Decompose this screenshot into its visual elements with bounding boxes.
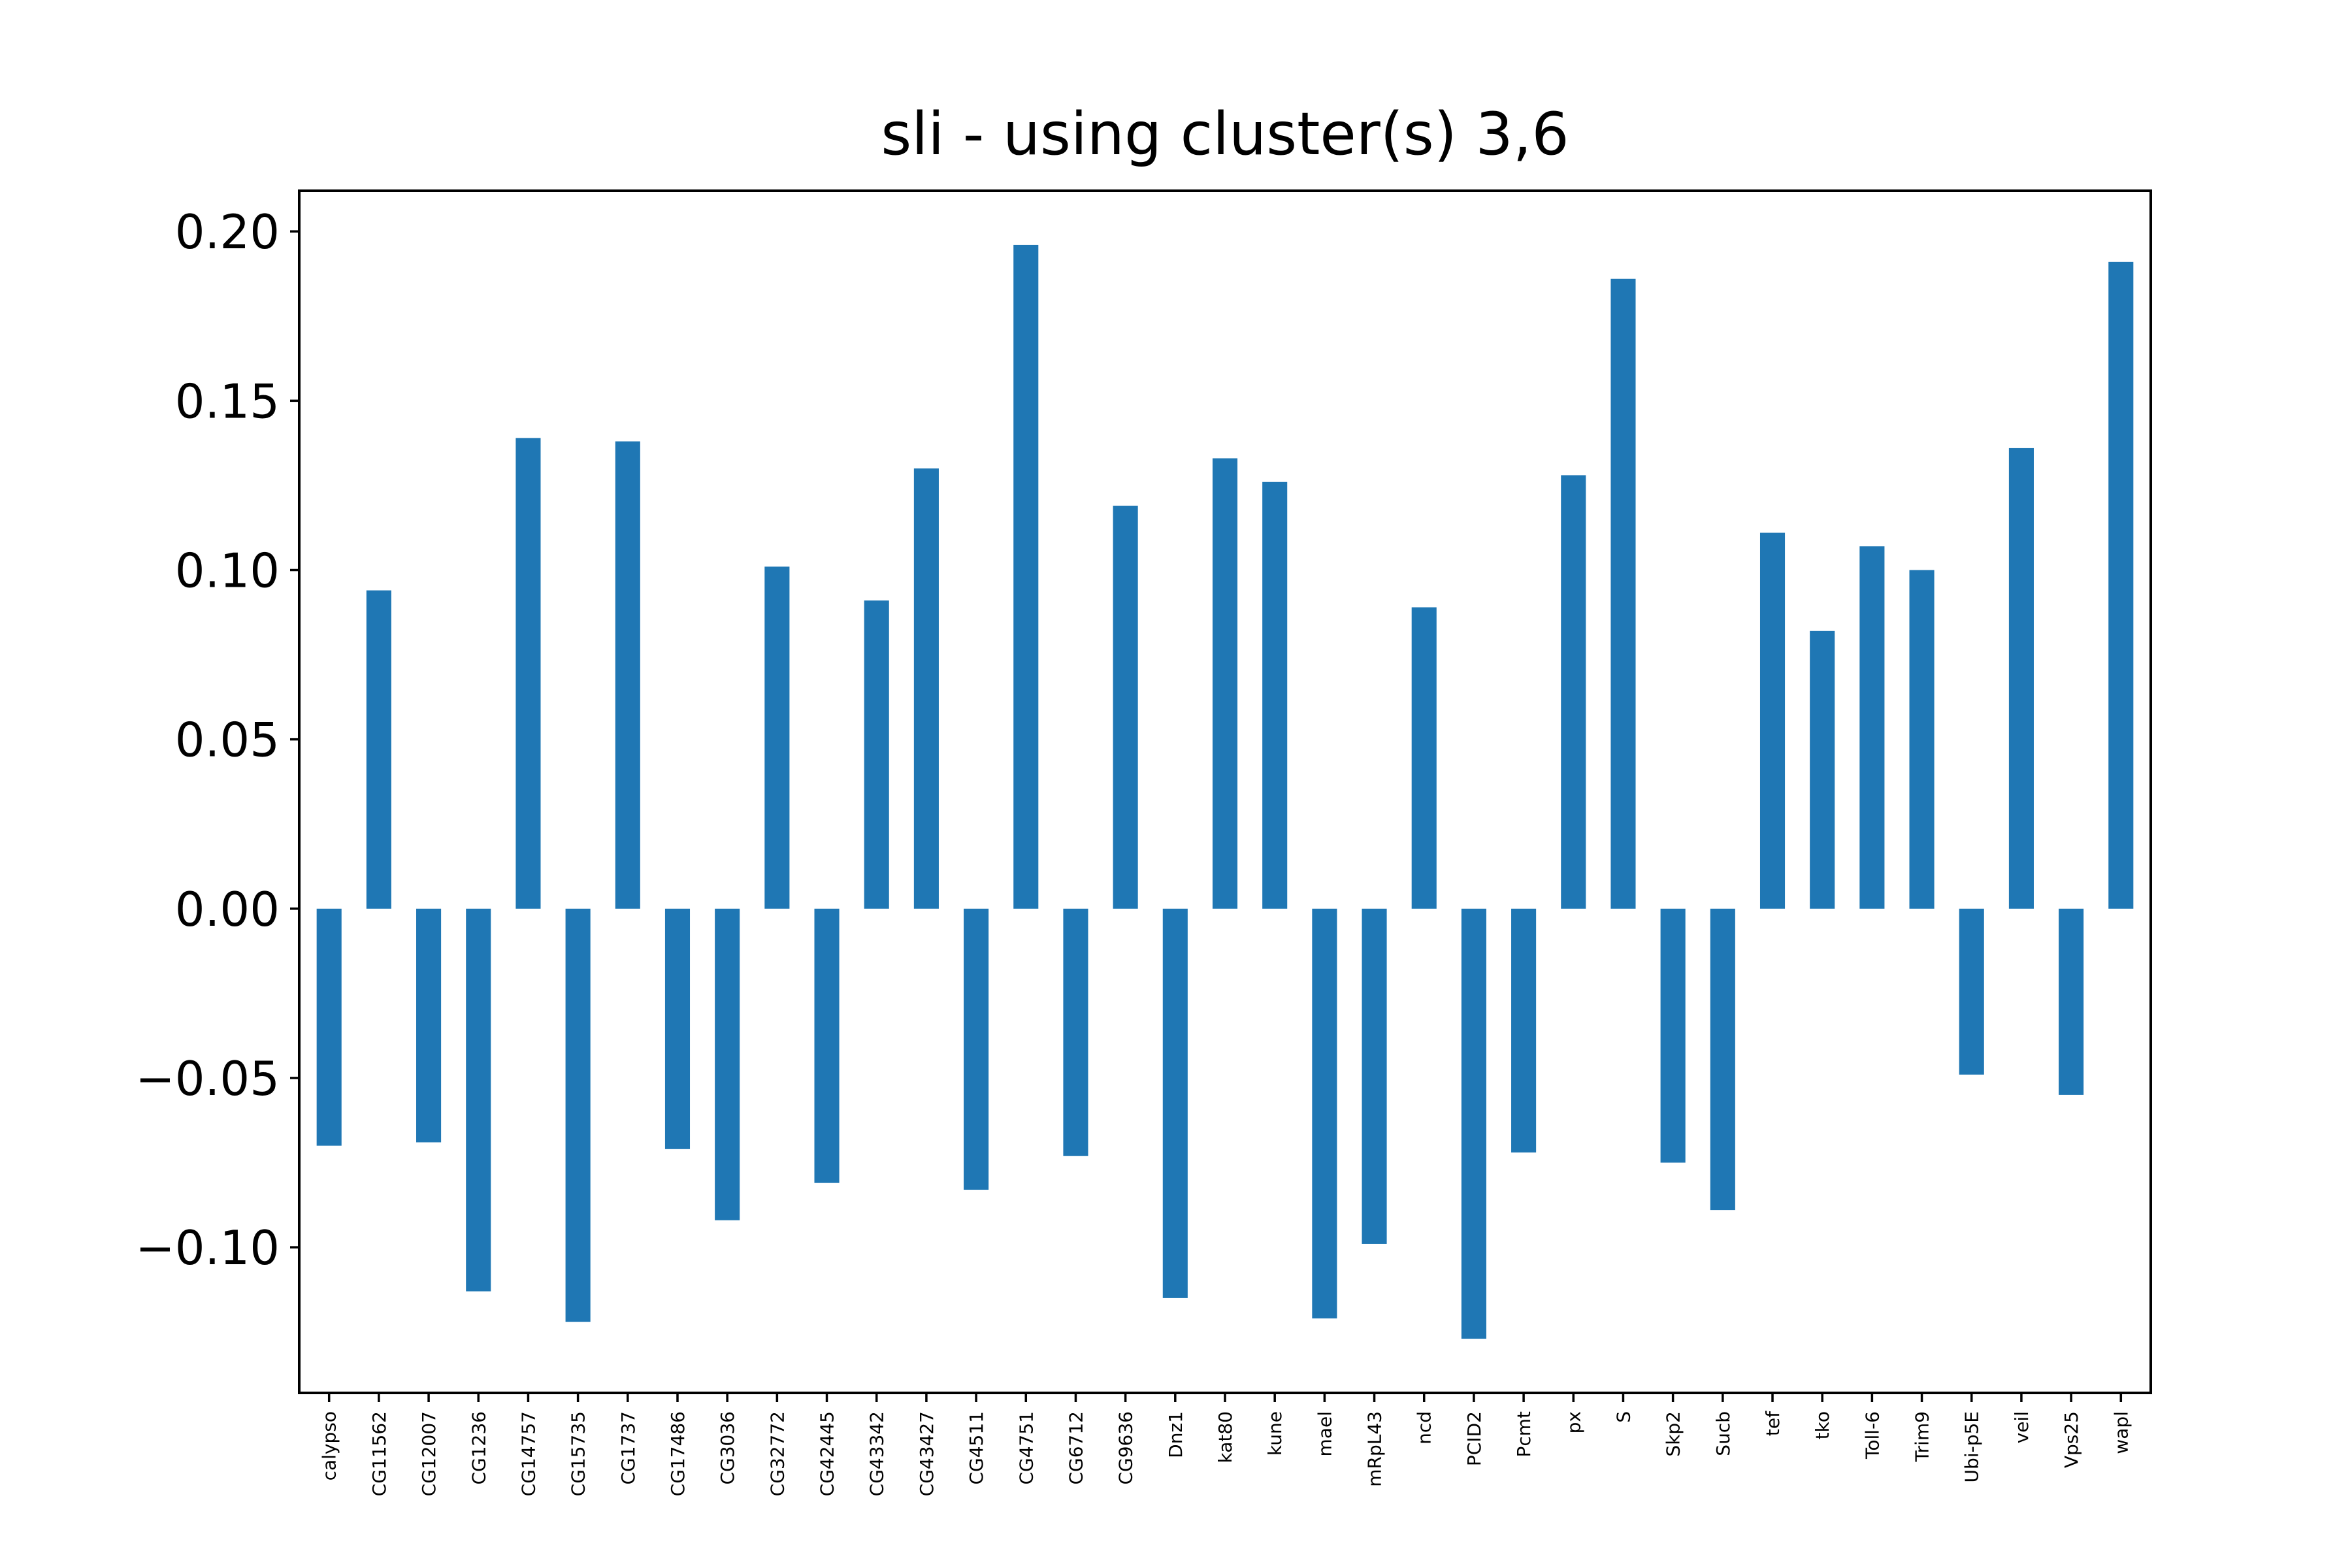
bar-CG6712 (1063, 908, 1088, 1156)
x-tick-label: Toll-6 (1861, 1411, 1883, 1460)
bar-mRpL43 (1362, 908, 1387, 1244)
bar-calypso (316, 908, 342, 1146)
x-tick-label: Vps25 (2061, 1411, 2082, 1468)
bar-CG1236 (466, 908, 491, 1292)
y-tick-label: 0.20 (175, 204, 280, 259)
bar-PCID2 (1461, 908, 1486, 1339)
x-tick-label: Dnz1 (1165, 1411, 1186, 1458)
x-tick-label: CG4511 (966, 1411, 987, 1485)
bar-wapl (2108, 261, 2134, 909)
y-axis: −0.10 −0.05 0.00 0.05 0.10 0.15 0.20 (135, 204, 299, 1275)
bar-S (1610, 278, 1636, 909)
x-tick-label: CG3036 (717, 1411, 738, 1485)
x-tick-label: calypso (319, 1411, 340, 1480)
x-tick-label: CG14757 (517, 1411, 539, 1496)
bar-Vps25 (2059, 908, 2084, 1095)
bar-CG42445 (814, 908, 840, 1183)
bar-kat80 (1212, 458, 1238, 909)
x-tick-label: CG17486 (667, 1411, 689, 1496)
x-axis: calypso CG11562 CG12007 CG1236 CG14757 CG1573… (319, 1393, 2132, 1496)
bar-Skp2 (1660, 908, 1686, 1163)
bar-CG1737 (615, 441, 640, 909)
y-tick-label: 0.15 (175, 374, 280, 429)
bar-CG43427 (913, 468, 939, 909)
y-tick-label: −0.05 (135, 1051, 280, 1106)
bar-tko (1810, 630, 1835, 909)
plot-frame (298, 189, 2152, 1394)
bar-tef (1759, 532, 1786, 909)
x-tick-label: S (1612, 1411, 1634, 1423)
bar-CG17486 (664, 908, 691, 1149)
bar-CG4511 (964, 908, 989, 1190)
x-tick-label: CG12007 (418, 1411, 440, 1496)
bar-CG14757 (515, 438, 541, 909)
bars-group (316, 244, 2134, 1339)
bar-Ubi-p5E (1959, 908, 1984, 1075)
bar-Trim9 (1909, 570, 1935, 909)
x-tick-label: CG1236 (468, 1411, 489, 1485)
x-tick-label: tko (1812, 1411, 1833, 1439)
bar-CG15735 (565, 908, 591, 1322)
bar-Toll-6 (1859, 546, 1885, 909)
x-tick-label: PCID2 (1463, 1411, 1485, 1466)
bar-CG32772 (764, 566, 790, 909)
x-tick-label: wapl (2110, 1411, 2132, 1454)
x-tick-label: veil (2011, 1411, 2033, 1443)
bar-kune (1262, 482, 1288, 909)
bar-CG4751 (1013, 244, 1039, 909)
bar-CG43342 (864, 600, 889, 909)
bar-mael (1312, 908, 1337, 1318)
x-tick-label: CG42445 (817, 1411, 838, 1496)
x-tick-label: tef (1762, 1411, 1784, 1436)
bar-CG12007 (416, 908, 442, 1143)
x-tick-label: CG43342 (866, 1411, 888, 1496)
x-tick-label: CG43427 (916, 1411, 938, 1496)
x-tick-label: CG11562 (368, 1411, 390, 1496)
bar-Pcmt (1511, 908, 1537, 1152)
x-tick-label: kat80 (1215, 1411, 1236, 1463)
x-tick-label: CG1737 (617, 1411, 639, 1485)
bar-ncd (1411, 607, 1437, 909)
bar-CG9636 (1113, 506, 1138, 909)
x-tick-label: px (1563, 1411, 1584, 1433)
x-tick-label: kune (1264, 1411, 1286, 1456)
x-tick-label: mael (1314, 1411, 1335, 1456)
x-tick-label: Pcmt (1513, 1411, 1535, 1458)
x-tick-label: CG32772 (766, 1411, 788, 1496)
x-tick-label: ncd (1414, 1411, 1435, 1445)
y-tick-label: 0.05 (175, 713, 280, 768)
x-tick-label: Skp2 (1663, 1411, 1684, 1457)
chart-title: sli - using cluster(s) 3,6 (881, 100, 1569, 169)
y-tick-label: 0.00 (175, 882, 280, 937)
x-tick-label: CG4751 (1015, 1411, 1037, 1485)
bar-veil (2008, 448, 2034, 909)
bar-Sucb (1710, 908, 1735, 1211)
x-tick-label: mRpL43 (1364, 1411, 1386, 1487)
bar-CG3036 (715, 908, 740, 1220)
x-tick-label: Sucb (1712, 1411, 1734, 1456)
bar-Dnz1 (1162, 908, 1188, 1298)
x-tick-label: CG9636 (1115, 1411, 1137, 1485)
y-tick-label: 0.10 (175, 544, 280, 598)
bar-px (1561, 475, 1586, 909)
x-tick-label: CG6712 (1065, 1411, 1086, 1485)
bar-CG11562 (366, 590, 391, 909)
x-tick-label: Ubi-p5E (1961, 1411, 1983, 1482)
x-tick-label: Trim9 (1912, 1411, 1933, 1462)
x-tick-label: CG15735 (568, 1411, 589, 1496)
y-tick-label: −0.10 (135, 1220, 280, 1275)
